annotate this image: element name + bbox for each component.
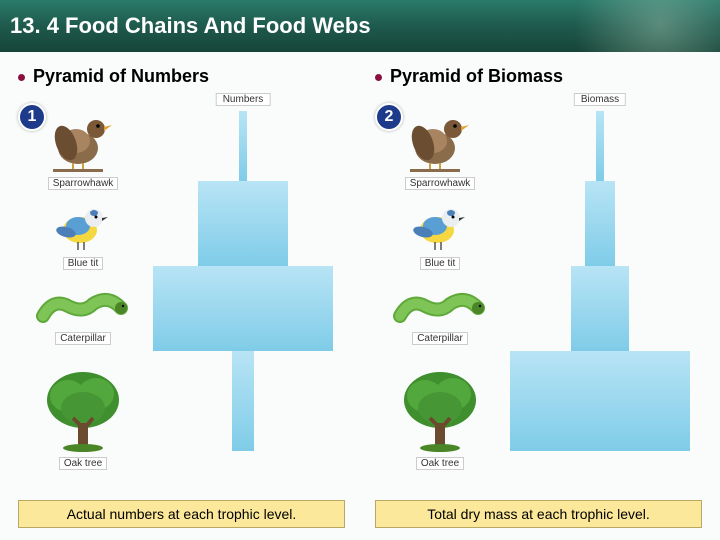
hawk-icon bbox=[375, 103, 505, 173]
organism-tree: Oak tree bbox=[375, 368, 505, 471]
organism-caterpillar: Caterpillar bbox=[18, 288, 148, 346]
tree-icon bbox=[18, 368, 148, 453]
organism-tree: Oak tree bbox=[18, 368, 148, 471]
organism-label: Oak tree bbox=[59, 457, 107, 470]
pyramid-bar bbox=[510, 351, 690, 451]
column-title: Pyramid of Biomass bbox=[375, 66, 702, 87]
organism-bluetit: Blue tit bbox=[18, 198, 148, 271]
organism-label: Blue tit bbox=[420, 257, 461, 270]
caterpillar-icon bbox=[18, 288, 148, 328]
organism-label: Sparrowhawk bbox=[405, 177, 476, 190]
footer-row: Actual numbers at each trophic level. Tot… bbox=[0, 500, 720, 528]
organism-label: Blue tit bbox=[63, 257, 104, 270]
pyramid-bar bbox=[232, 351, 254, 451]
pyramid-axis-label: Numbers bbox=[216, 93, 271, 106]
pyramid-diagram: 2 SparrowhawkBlue titCaterpillarOak tree… bbox=[375, 95, 702, 475]
organism-hawk: Sparrowhawk bbox=[375, 103, 505, 191]
bluetit-icon bbox=[18, 198, 148, 253]
organism-hawk: Sparrowhawk bbox=[18, 103, 148, 191]
organism-label: Caterpillar bbox=[412, 332, 468, 345]
bullet-icon bbox=[375, 74, 382, 81]
slide-title: 13. 4 Food Chains And Food Webs bbox=[10, 13, 371, 39]
pyramid-diagram: 1 SparrowhawkBlue titCaterpillarOak tree… bbox=[18, 95, 345, 475]
column-title: Pyramid of Numbers bbox=[18, 66, 345, 87]
pyramid-bars: Biomass bbox=[500, 95, 700, 455]
organism-bluetit: Blue tit bbox=[375, 198, 505, 271]
pyramid-bar bbox=[153, 266, 333, 351]
pyramid-bars: Numbers bbox=[143, 95, 343, 455]
column-title-text: Pyramid of Numbers bbox=[33, 66, 209, 86]
pyramid-bar bbox=[198, 181, 288, 266]
column-title-text: Pyramid of Biomass bbox=[390, 66, 563, 86]
organism-label: Sparrowhawk bbox=[48, 177, 119, 190]
footer-caption: Actual numbers at each trophic level. bbox=[18, 500, 345, 528]
pyramid-axis-label: Biomass bbox=[574, 93, 626, 106]
bullet-icon bbox=[18, 74, 25, 81]
pyramid-column: Pyramid of Numbers 1 SparrowhawkBlue tit… bbox=[18, 66, 345, 475]
organism-label: Caterpillar bbox=[55, 332, 111, 345]
pyramid-bar bbox=[585, 181, 615, 266]
pyramid-bar bbox=[571, 266, 629, 351]
slide-header: 13. 4 Food Chains And Food Webs bbox=[0, 0, 720, 52]
pyramid-column: Pyramid of Biomass 2 SparrowhawkBlue tit… bbox=[375, 66, 702, 475]
footer-caption: Total dry mass at each trophic level. bbox=[375, 500, 702, 528]
tree-icon bbox=[375, 368, 505, 453]
caterpillar-icon bbox=[375, 288, 505, 328]
content-area: Pyramid of Numbers 1 SparrowhawkBlue tit… bbox=[0, 52, 720, 485]
pyramid-bar bbox=[596, 111, 604, 181]
bluetit-icon bbox=[375, 198, 505, 253]
organism-label: Oak tree bbox=[416, 457, 464, 470]
organism-caterpillar: Caterpillar bbox=[375, 288, 505, 346]
hawk-icon bbox=[18, 103, 148, 173]
pyramid-bar bbox=[239, 111, 247, 181]
